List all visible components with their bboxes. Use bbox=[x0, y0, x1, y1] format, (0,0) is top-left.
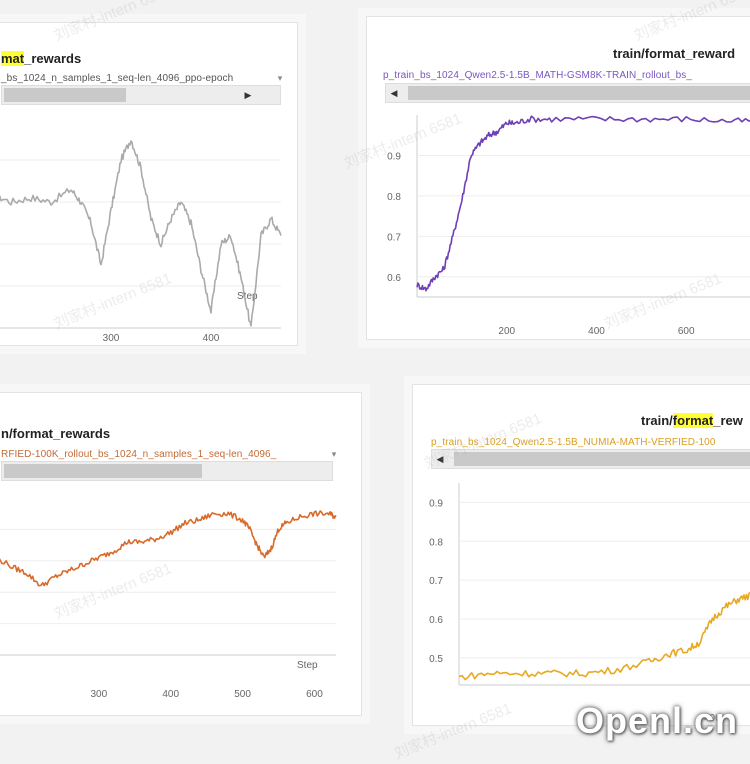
scroll-thumb[interactable] bbox=[4, 88, 126, 102]
scroll-right-arrow-icon[interactable]: ▶ bbox=[244, 90, 252, 100]
y-tick-label: 0.9 bbox=[387, 151, 401, 162]
x-tick-label: 200 bbox=[498, 326, 515, 337]
y-tick-label: 0.5 bbox=[429, 654, 443, 665]
panel-title: n/format_rewards bbox=[1, 426, 111, 441]
x-tick-label: 400 bbox=[162, 689, 179, 700]
chart-area: 300 400 Step bbox=[0, 140, 282, 344]
scroll-left-arrow-icon[interactable]: ◀ bbox=[436, 454, 444, 464]
chart-area: 300 400 500 600 Step bbox=[0, 510, 337, 700]
y-tick-label: 0.6 bbox=[387, 273, 401, 284]
x-tick-label: 500 bbox=[234, 689, 251, 700]
y-tick-label: 0.7 bbox=[429, 576, 443, 587]
x-axis-label: Step bbox=[297, 660, 318, 671]
y-tick-label: 0.6 bbox=[429, 615, 443, 626]
chevron-down-icon[interactable]: ▾ bbox=[331, 449, 337, 459]
series-line bbox=[0, 510, 337, 587]
x-axis-label: Step bbox=[237, 291, 258, 302]
run-name[interactable]: RFIED-100K_rollout_bs_1024_n_samples_1_s… bbox=[1, 449, 277, 460]
scroll-thumb[interactable] bbox=[4, 464, 202, 478]
site-logo: Openl.cn bbox=[575, 700, 738, 741]
y-tick-label: 0.9 bbox=[429, 498, 443, 509]
y-tick-label: 0.8 bbox=[429, 537, 443, 548]
scroll-thumb[interactable] bbox=[454, 452, 750, 466]
chart-area: 0.5 0.6 0.7 0.8 0.9 400 bbox=[429, 483, 750, 724]
x-tick-label: 300 bbox=[103, 333, 120, 344]
y-tick-label: 0.8 bbox=[387, 192, 401, 203]
series-line bbox=[416, 115, 750, 292]
panel-bottom-right: train/format_rew p_train_bs_1024_Qwen2.5… bbox=[412, 384, 750, 726]
x-tick-label: 400 bbox=[704, 713, 721, 724]
x-tick-label: 600 bbox=[306, 689, 323, 700]
panel-title: mat_rewards bbox=[1, 51, 82, 66]
run-name[interactable]: p_train_bs_1024_Qwen2.5-1.5B_MATH-GSM8K-… bbox=[383, 70, 692, 81]
run-name[interactable]: p_train_bs_1024_Qwen2.5-1.5B_NUMIA-MATH-… bbox=[431, 437, 716, 448]
chevron-down-icon[interactable]: ▾ bbox=[277, 73, 283, 83]
panel-top-left: mat_rewards _bs_1024_n_samples_1_seq-len… bbox=[0, 22, 298, 346]
search-highlight: mat bbox=[1, 51, 25, 66]
run-name[interactable]: _bs_1024_n_samples_1_seq-len_4096_ppo-ep… bbox=[1, 73, 234, 84]
y-tick-label: 0.7 bbox=[387, 232, 401, 243]
panel-bottom-left: n/format_rewards RFIED-100K_rollout_bs_1… bbox=[0, 392, 362, 716]
panel-top-right: train/format_reward p_train_bs_1024_Qwen… bbox=[366, 16, 750, 340]
x-tick-label: 300 bbox=[90, 689, 107, 700]
x-tick-label: 400 bbox=[203, 333, 220, 344]
run-scrollbar[interactable]: ◀ bbox=[431, 449, 750, 469]
scroll-left-arrow-icon[interactable]: ◀ bbox=[390, 88, 398, 98]
x-tick-label: 600 bbox=[678, 326, 695, 337]
search-highlight: format bbox=[672, 413, 714, 428]
panel-title: train/format_reward bbox=[613, 46, 736, 61]
x-tick-label: 400 bbox=[588, 326, 605, 337]
scroll-thumb[interactable] bbox=[408, 86, 750, 100]
run-scrollbar[interactable] bbox=[1, 461, 333, 481]
panel-title: train/format_rew bbox=[641, 413, 743, 428]
chart-area: 0.6 0.7 0.8 0.9 200 400 600 bbox=[387, 115, 750, 337]
series-line bbox=[458, 592, 750, 681]
run-scrollbar[interactable]: ▶ bbox=[1, 85, 281, 105]
series-line bbox=[0, 140, 282, 327]
run-scrollbar[interactable]: ◀ bbox=[385, 83, 750, 103]
